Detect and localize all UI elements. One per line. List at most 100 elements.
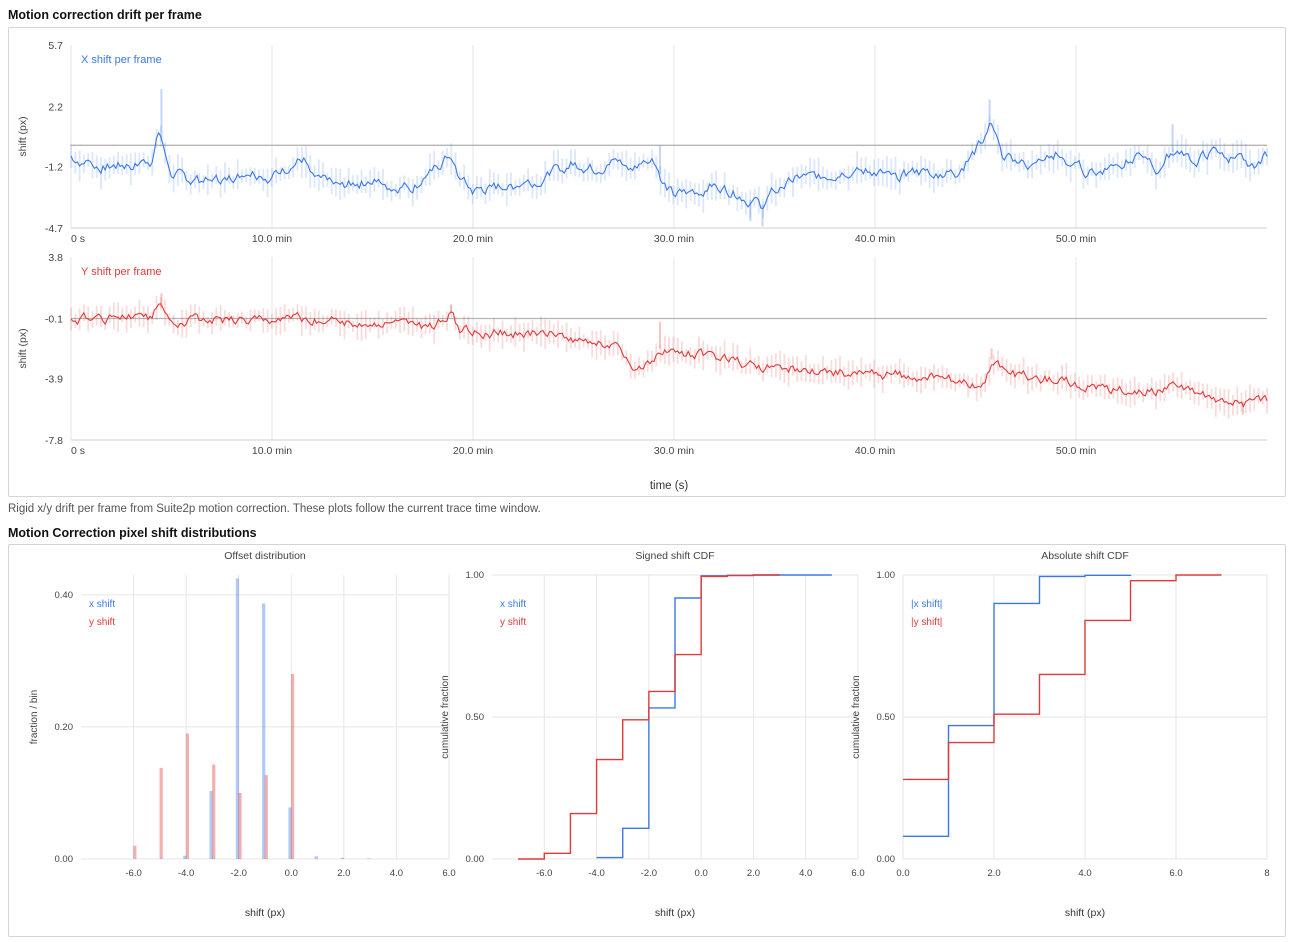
x-tick-label: -2.0: [641, 868, 657, 879]
series-label: Y shift per frame: [81, 266, 162, 278]
histogram-bar: [367, 858, 371, 859]
x-tick-label: 50.0 min: [1056, 445, 1096, 457]
x-tick-label: -2.0: [231, 868, 247, 879]
histogram-bar: [290, 674, 295, 859]
frame-range-spike: [1241, 401, 1244, 415]
y-tick-label: 1.00: [877, 570, 896, 581]
y-axis-label: cumulative fraction: [440, 675, 451, 758]
chart-title: Offset distribution: [224, 550, 306, 562]
y-drift-series-line: [70, 303, 1268, 408]
histogram-bar: [235, 578, 240, 859]
x-tick-label: 4.0: [799, 868, 812, 879]
y-tick-label: 5.7: [48, 40, 63, 52]
histogram-bar: [262, 603, 266, 859]
y-tick-label: 1.00: [466, 570, 485, 581]
cdf-step-line: [903, 574, 1132, 837]
x-tick-label: 10.0 min: [252, 445, 292, 457]
legend-entry: x shift: [500, 599, 526, 610]
legend-entry: y shift: [89, 617, 115, 628]
y-tick-label: -4.7: [45, 223, 63, 235]
frame-range-spike: [658, 145, 661, 174]
x-tick-label: 30.0 min: [654, 233, 694, 245]
x-tick-label: -4.0: [178, 868, 194, 879]
legend-entry: |x shift|: [911, 599, 942, 610]
x-tick-label: 8: [1264, 868, 1269, 879]
cdf-step-line: [596, 574, 832, 859]
y-tick-label: 3.8: [48, 252, 63, 264]
frame-range-spike: [990, 348, 993, 360]
frame-range-spike: [658, 321, 661, 349]
y-tick-label: 2.2: [48, 102, 63, 114]
x-tick-label: 40.0 min: [855, 445, 895, 457]
x-axis-label: shift (px): [655, 907, 695, 919]
y-axis-label: shift (px): [17, 116, 29, 156]
histogram-bar: [185, 733, 190, 859]
x-tick-label: 20.0 min: [453, 233, 493, 245]
frame-range-spike: [160, 293, 163, 308]
x-tick-label: 50.0 min: [1056, 233, 1096, 245]
legend-entry: |y shift|: [911, 617, 942, 628]
x-tick-label: 0.0: [695, 868, 708, 879]
offset-distribution-chart: Offset distribution -6.0 -4.0 -2.0 0.0 2.0 4.0…: [29, 550, 456, 919]
frame-range-spike: [988, 99, 991, 127]
dist-panel: Offset distribution -6.0 -4.0 -2.0 0.0 2.0 4.0…: [8, 544, 1286, 937]
x-tick-label: 0.0: [285, 868, 298, 879]
x-tick-label: -4.0: [588, 868, 604, 879]
x-tick-label: 2.0: [987, 868, 1000, 879]
drift-section-title: Motion correction drift per frame: [8, 8, 202, 22]
y-tick-label: -3.9: [45, 373, 63, 385]
x-drift-series-line: [70, 122, 1268, 210]
histogram-bar: [133, 845, 137, 859]
time-axis-label: time (s): [650, 480, 689, 492]
histogram-bar: [212, 764, 216, 859]
x-tick-label: 4.0: [1078, 868, 1091, 879]
histogram-bar: [183, 855, 187, 859]
histogram-bar: [209, 790, 213, 859]
x-tick-label: 4.0: [390, 868, 403, 879]
chart-title: Absolute shift CDF: [1041, 550, 1129, 562]
frame-range-spike: [449, 304, 452, 313]
series-label: X shift per frame: [81, 54, 162, 66]
dist-section-title: Motion Correction pixel shift distributi…: [8, 526, 257, 540]
chart-title: Signed shift CDF: [635, 550, 714, 562]
histogram-bar: [159, 767, 163, 859]
frame-bands: [70, 293, 1268, 419]
y-tick-label: -0.1: [45, 314, 63, 326]
y-axis-label: shift (px): [17, 328, 29, 368]
frame-range-spike: [749, 199, 752, 221]
y-tick-label: 0.00: [466, 854, 485, 865]
x-tick-label: 0 s: [71, 445, 85, 457]
x-axis-label: shift (px): [1065, 907, 1105, 919]
signed-shift-cdf-chart: Signed shift CDF -6.0 -4.0 -2.0 0.0 2.0 4.0 6.0…: [440, 550, 865, 919]
frame-range-band: [1266, 388, 1268, 414]
frame-range-spike: [1171, 124, 1174, 153]
legend-entry: x shift: [89, 599, 115, 610]
y-tick-label: 0.50: [877, 712, 896, 723]
x-tick-label: 6.0: [851, 868, 864, 879]
x-tick-label: -6.0: [536, 868, 552, 879]
x-tick-label: 0 s: [71, 233, 85, 245]
drift-charts: 0 s 10.0 min 20.0 min 30.0 min 40.0 min 50.0 …: [17, 40, 1268, 492]
frame-bands: [70, 88, 1268, 227]
distribution-charts: Offset distribution -6.0 -4.0 -2.0 0.0 2.0 4.0…: [29, 550, 1270, 919]
y-tick-label: 0.20: [55, 722, 74, 733]
cdf-step-line: [518, 574, 780, 860]
x-axis-label: shift (px): [245, 907, 285, 919]
y-tick-label: -1.2: [45, 161, 63, 173]
drift-caption: Rigid x/y drift per frame from Suite2p m…: [8, 503, 541, 515]
x-tick-label: 40.0 min: [855, 233, 895, 245]
x-tick-label: 0.0: [896, 868, 909, 879]
y-tick-label: -7.8: [45, 435, 63, 447]
legend-entry: y shift: [500, 617, 526, 628]
y-tick-label: 0.00: [55, 854, 74, 865]
histogram-bar: [264, 775, 268, 859]
x-tick-label: 6.0: [442, 868, 455, 879]
x-tick-label: 30.0 min: [654, 445, 694, 457]
histogram-bar: [314, 856, 318, 859]
drift-panel: 0 s 10.0 min 20.0 min 30.0 min 40.0 min 50.0 …: [8, 27, 1286, 497]
frame-range-spike: [160, 88, 163, 141]
x-drift-chart: 0 s 10.0 min 20.0 min 30.0 min 40.0 min 50.0 …: [17, 40, 1268, 245]
x-tick-label: 6.0: [1169, 868, 1182, 879]
x-tick-label: 20.0 min: [453, 445, 493, 457]
histogram-bar: [288, 807, 292, 859]
